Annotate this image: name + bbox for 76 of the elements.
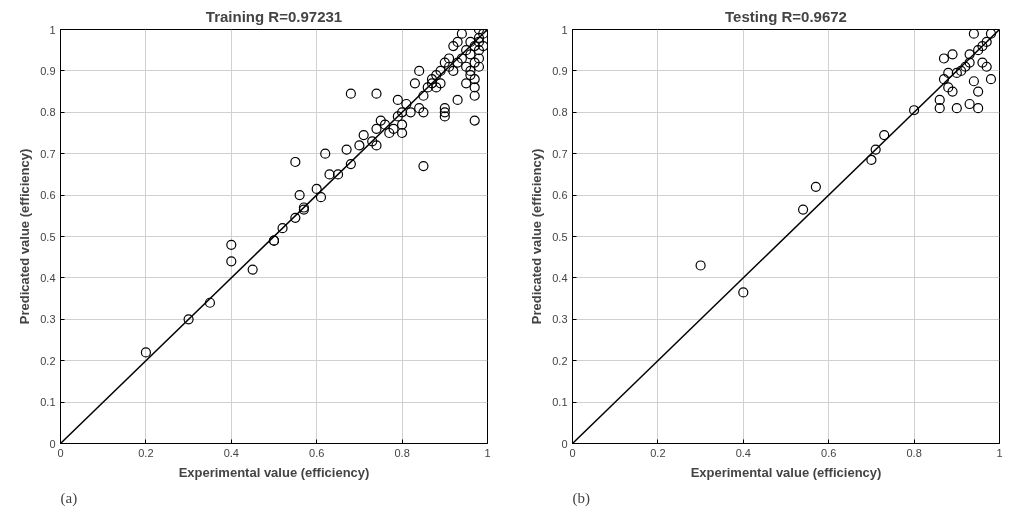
text: (a) <box>60 489 78 507</box>
x-tick-label: 0.6 <box>821 446 837 459</box>
x-axis-title: Experimental value (efficiency) <box>178 464 370 480</box>
point <box>909 105 920 116</box>
point <box>955 65 967 76</box>
point <box>797 204 809 215</box>
y-tick-label: 1 <box>561 23 568 36</box>
point <box>870 144 881 155</box>
x-tick-label: 0.6 <box>309 446 325 459</box>
y-tick-label: 0.8 <box>40 106 56 119</box>
x-tick-label: 0.2 <box>138 446 154 459</box>
y-tick-label: 0.9 <box>552 64 568 77</box>
point <box>738 287 749 298</box>
point <box>964 49 975 60</box>
point <box>973 45 984 56</box>
y-tick-label: 0.3 <box>552 313 568 326</box>
y-tick-label: 0.6 <box>552 189 568 202</box>
point <box>938 53 950 64</box>
y-tick-label: 0.1 <box>552 396 568 409</box>
point <box>934 103 945 114</box>
y-tick-label: 0.1 <box>40 396 56 409</box>
x-tick-label: 0.8 <box>394 446 410 459</box>
y-tick-label: 0.2 <box>40 354 56 367</box>
y-tick-label: 0 <box>561 437 568 450</box>
y-tick-label: 0.5 <box>40 230 56 243</box>
chart-title: Training R=0.97231 <box>205 7 343 25</box>
y-tick-label: 0.8 <box>552 106 568 119</box>
point <box>695 260 706 271</box>
point <box>951 67 962 79</box>
x-axis-title: Experimental value (efficiency) <box>690 464 882 480</box>
y-tick-label: 0.7 <box>552 147 568 160</box>
y-tick-label: 0.5 <box>552 230 568 243</box>
x-tick-label: 0.8 <box>906 446 922 459</box>
point <box>981 61 992 72</box>
point <box>951 103 962 114</box>
point <box>968 76 979 87</box>
chart-title: Testing R=0.9672 <box>725 7 847 25</box>
x-tick-label: 0 <box>57 446 64 459</box>
point <box>943 67 954 79</box>
y-axis-title: Predicated value (efficiency) <box>17 148 33 325</box>
y-tick-label: 0.3 <box>40 313 56 326</box>
x-tick-label: 1 <box>484 446 491 459</box>
point <box>810 181 821 192</box>
y-tick-label: 0.7 <box>40 147 56 160</box>
y-tick-label: 1 <box>49 23 56 36</box>
y-tick-label: 0.4 <box>40 271 56 284</box>
x-tick-label: 0 <box>569 446 576 459</box>
point <box>985 74 997 85</box>
point <box>985 29 997 39</box>
point <box>968 29 979 39</box>
x-tick-label: 0.4 <box>735 446 751 459</box>
y-tick-label: 0.6 <box>40 189 56 202</box>
point <box>879 129 890 141</box>
y-axis-title: Predicated value (efficiency) <box>529 148 545 325</box>
y-tick-label: 0 <box>49 437 56 450</box>
point <box>964 98 975 110</box>
text: (b) <box>572 489 590 507</box>
point <box>866 154 877 165</box>
y-tick-label: 0.9 <box>40 64 56 77</box>
point <box>981 36 992 48</box>
point <box>947 49 958 60</box>
point <box>964 57 975 68</box>
point <box>934 94 945 105</box>
x-tick-label: 0.2 <box>650 446 666 459</box>
y-tick-label: 0.4 <box>552 271 568 284</box>
point <box>943 82 954 93</box>
x-tick-label: 1 <box>996 446 1003 459</box>
point <box>973 86 984 97</box>
y-tick-label: 0.2 <box>552 354 568 367</box>
point <box>960 61 971 72</box>
x-tick-label: 0.4 <box>223 446 239 459</box>
point <box>938 74 950 85</box>
point <box>947 86 958 97</box>
point <box>977 57 988 68</box>
point <box>973 103 984 114</box>
point <box>977 40 988 52</box>
